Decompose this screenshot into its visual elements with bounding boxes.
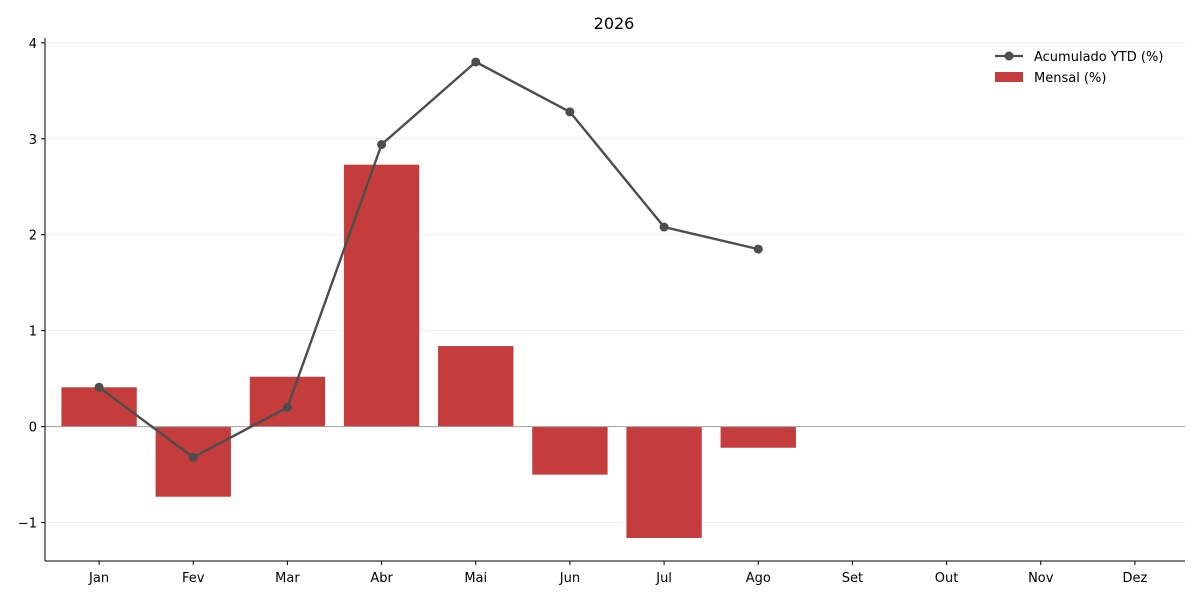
axes [44,38,1185,562]
legend-line-marker [1004,51,1014,61]
x-tick-label-jan: Jan [88,571,109,586]
ytd-point-mai [471,57,481,67]
ytd-line [98,60,759,459]
x-tick-label-set: Set [842,571,863,586]
x-tick-label-mar: Mar [275,571,300,586]
ytd-point-mar [282,402,292,412]
ytd-point-jan [94,382,104,392]
line-series [94,57,763,462]
x-tick-label-out: Out [935,571,959,586]
ytd-point-fev [188,452,198,462]
bar-abr [343,164,420,427]
legend-label-ytd: Acumulado YTD (%) [1034,50,1163,65]
bar-jun [532,426,608,475]
ytd-point-jun [565,107,575,117]
x-tick-label-mai: Mai [464,571,487,586]
legend: Acumulado YTD (%) Mensal (%) [995,50,1163,86]
x-axis-ticks: Jan Fev Mar Abr Mai Jun Jul Ago Set Out Nov Dez [88,561,1148,586]
bar-mar [249,376,326,427]
ytd-point-abr [377,140,387,150]
grid-lines [45,42,1185,524]
ytd-point-jul [659,222,669,232]
y-tick-label-3: 2 [29,229,37,244]
bar-series [61,164,796,538]
bar-ago [720,426,796,448]
y-tick-label-1: 0 [29,421,37,436]
legend-label-monthly: Mensal (%) [1034,71,1106,86]
x-tick-label-jul: Jul [655,571,672,586]
y-tick-label-5: 4 [29,37,37,52]
x-tick-label-nov: Nov [1028,571,1054,586]
bar-jul [626,426,702,538]
y-axis-ticks: −1 0 1 2 3 4 [18,37,45,532]
ytd-point-ago [753,244,763,254]
x-tick-label-fev: Fev [182,571,205,586]
chart-title: 2026 [594,14,635,33]
y-tick-label-4: 3 [29,133,37,148]
x-tick-label-dez: Dez [1122,571,1147,586]
x-tick-label-ago: Ago [746,571,771,586]
bar-mai [438,346,514,427]
legend-bar-swatch [995,72,1023,82]
x-tick-label-abr: Abr [370,571,393,586]
y-tick-label-0: −1 [18,517,37,532]
x-tick-label-jun: Jun [559,571,580,586]
y-tick-label-2: 1 [29,325,37,340]
